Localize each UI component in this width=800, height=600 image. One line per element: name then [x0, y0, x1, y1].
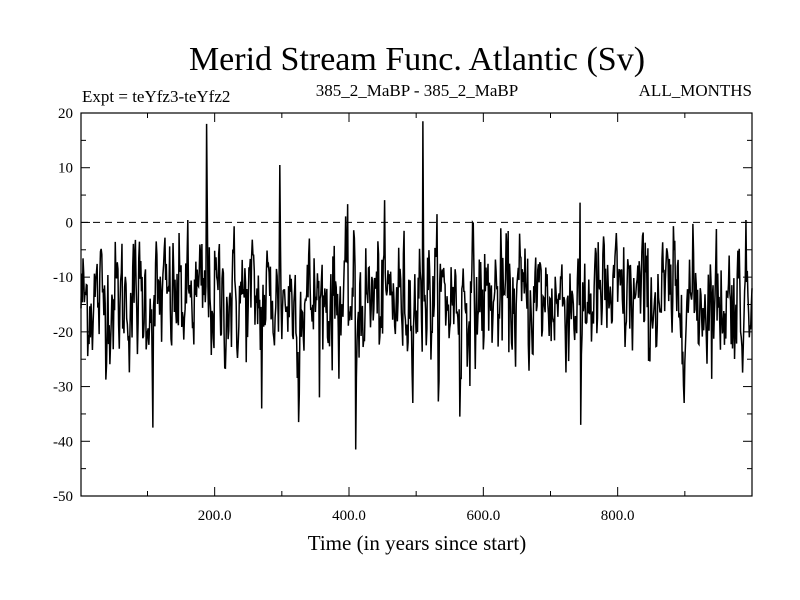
- chart-title: Merid Stream Func. Atlantic (Sv): [189, 41, 645, 78]
- y-tick-label: -10: [53, 270, 73, 286]
- x-tick-label: 200.0: [198, 508, 232, 524]
- y-tick-label: 10: [58, 161, 73, 177]
- series-line: [80, 121, 753, 450]
- y-tick-label: -40: [53, 434, 73, 450]
- y-tick-label: -50: [53, 489, 73, 505]
- x-axis-label: Time (in years since start): [308, 531, 527, 555]
- chart-subtitle-right: ALL_MONTHS: [639, 81, 752, 100]
- x-axis: 200.0 400.0 600.0 800.0: [146, 113, 686, 524]
- y-axis: 20 10 0 -10 -20 -30 -40 -50: [53, 106, 752, 505]
- y-tick-label: 20: [58, 106, 73, 122]
- y-tick-label: 0: [66, 215, 74, 231]
- y-tick-label: -30: [53, 380, 73, 396]
- y-tick-label: -20: [53, 325, 73, 341]
- chart-subtitle-left: Expt = teYfz3-teYfz2: [82, 87, 230, 106]
- x-tick-label: 400.0: [332, 508, 366, 524]
- x-tick-label: 800.0: [601, 508, 635, 524]
- chart-subtitle-center: 385_2_MaBP - 385_2_MaBP: [316, 81, 518, 100]
- x-tick-label: 600.0: [466, 508, 500, 524]
